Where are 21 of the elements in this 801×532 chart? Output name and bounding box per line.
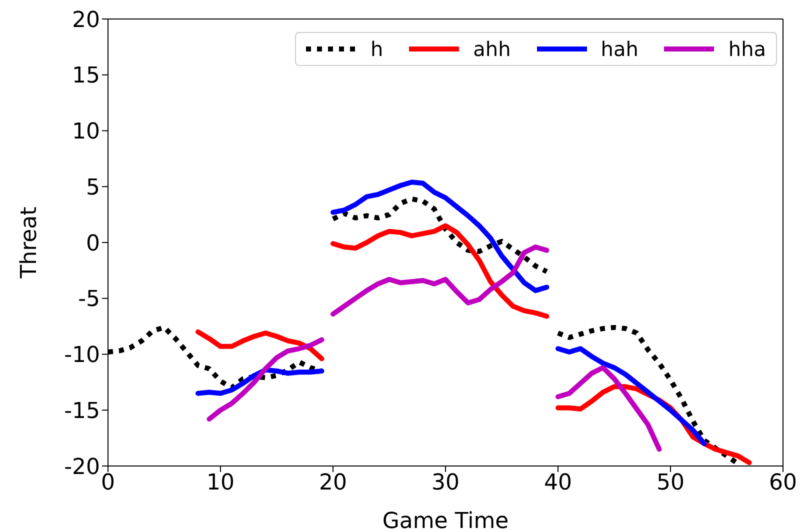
y-axis-title: Threat (16, 206, 42, 280)
legend-label: ahh (473, 37, 511, 61)
y-tick-label: 15 (72, 64, 100, 89)
x-axis-title: Game Time (382, 509, 509, 532)
legend-label: h (370, 37, 384, 61)
y-tick-label: -10 (64, 343, 100, 368)
x-tick-label: 30 (432, 470, 460, 496)
x-tick-label: 20 (319, 470, 347, 496)
y-tick-label: 0 (86, 231, 100, 256)
y-tick-label: -15 (64, 398, 100, 424)
y-tick-label: 20 (72, 8, 100, 33)
x-tick-label: 10 (206, 470, 234, 496)
legend-label: hah (600, 37, 638, 61)
legend-label: hha (728, 37, 766, 61)
y-tick-label: 5 (86, 175, 100, 200)
x-tick-label: 50 (656, 470, 684, 496)
x-tick-label: 60 (769, 470, 797, 496)
y-tick-label: -20 (64, 454, 100, 480)
y-tick-label: 10 (72, 120, 100, 145)
y-tick-label: -5 (78, 287, 100, 312)
x-tick-label: 40 (544, 470, 572, 496)
